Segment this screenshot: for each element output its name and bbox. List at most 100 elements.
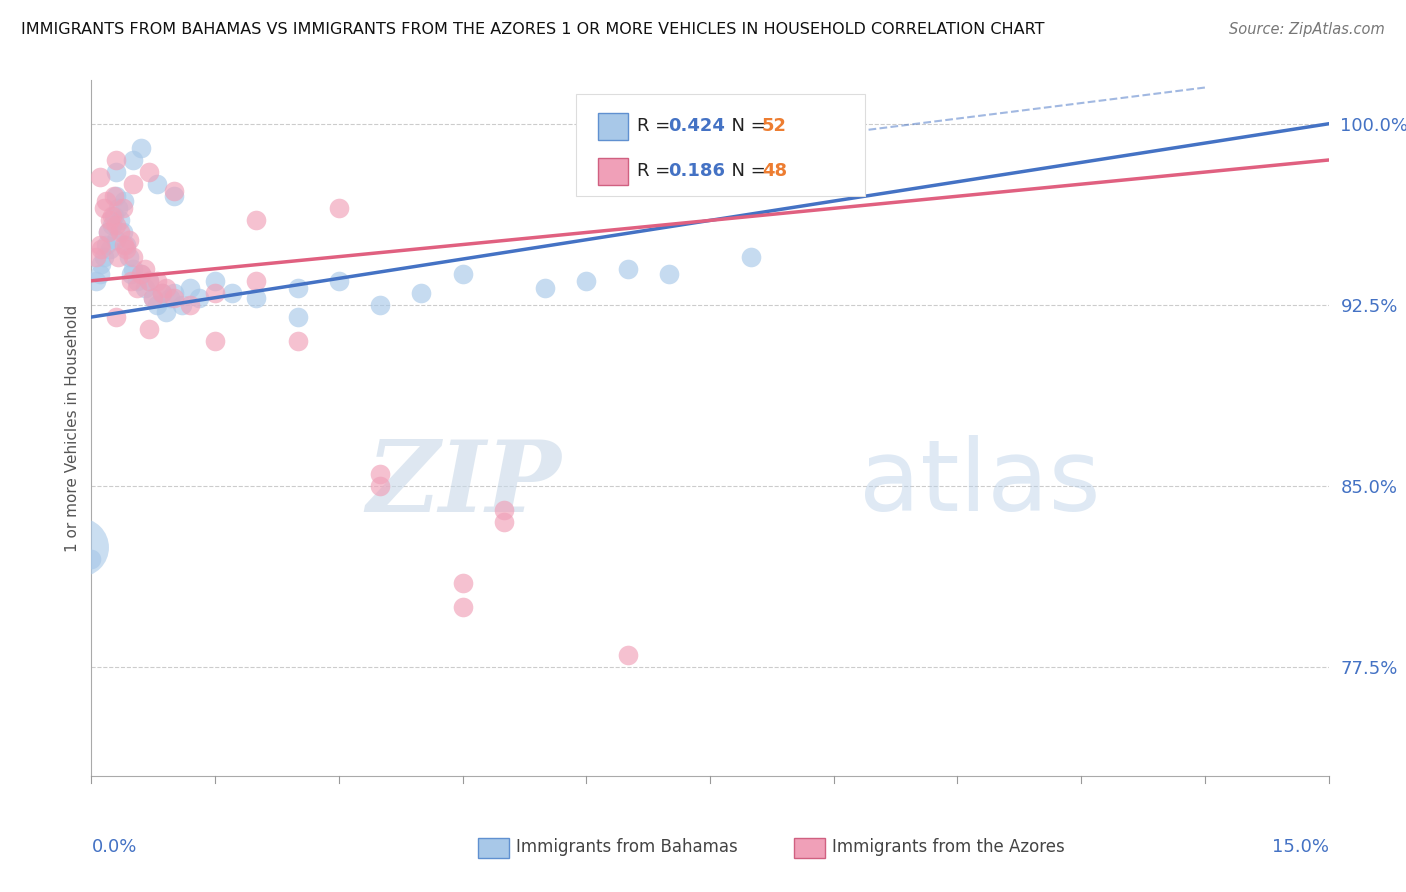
Text: N =: N = (720, 162, 772, 180)
Point (150, 285, 173, 300)
Point (142, 291, 165, 305)
Point (84, 250, 107, 264)
Point (204, 274, 226, 288)
Point (115, 243, 138, 257)
Point (98, 213, 121, 227)
Point (616, 648, 638, 663)
Point (129, 141, 152, 155)
Point (172, 298, 194, 312)
Text: ZIP: ZIP (367, 435, 561, 532)
Point (150, 285, 173, 300)
Point (146, 177, 169, 191)
Point (111, 202, 134, 216)
Point (96, 194, 118, 208)
Point (179, 281, 201, 295)
Point (411, 285, 433, 300)
Point (105, 189, 128, 203)
Text: R =: R = (637, 117, 676, 136)
Text: 0.0%: 0.0% (91, 838, 136, 856)
Point (221, 285, 243, 300)
Point (146, 298, 169, 312)
Text: 52: 52 (762, 117, 787, 136)
Point (138, 165, 160, 179)
Point (368, 479, 391, 493)
Point (287, 310, 309, 324)
Point (101, 219, 124, 233)
Point (146, 274, 169, 288)
Point (117, 250, 139, 264)
Point (245, 213, 267, 227)
Point (368, 298, 391, 312)
Point (105, 233, 128, 247)
Point (575, 274, 598, 288)
Point (155, 305, 177, 319)
Point (98, 243, 121, 257)
Point (328, 202, 350, 216)
Point (110, 226, 132, 240)
Point (179, 298, 201, 312)
Point (121, 250, 143, 264)
Point (451, 599, 474, 614)
Point (125, 281, 148, 295)
Point (492, 516, 515, 530)
Point (90, 243, 112, 257)
Point (245, 274, 267, 288)
Point (89, 237, 111, 252)
Point (163, 185, 186, 199)
Point (93, 250, 115, 264)
Point (107, 250, 129, 264)
Text: R =: R = (637, 162, 676, 180)
Point (155, 281, 177, 295)
Point (138, 322, 160, 336)
Point (368, 467, 391, 481)
Point (97, 226, 120, 240)
Text: Immigrants from Bahamas: Immigrants from Bahamas (516, 838, 738, 856)
Point (142, 291, 165, 305)
Point (105, 153, 128, 167)
Point (187, 291, 209, 305)
Point (105, 219, 128, 233)
Point (138, 274, 160, 288)
Point (120, 274, 142, 288)
Point (163, 285, 186, 300)
Point (129, 267, 152, 281)
Text: 0.186: 0.186 (668, 162, 725, 180)
Point (204, 334, 226, 349)
Point (90, 257, 112, 271)
Point (287, 281, 309, 295)
Point (115, 237, 138, 252)
Point (97, 226, 120, 240)
Point (110, 213, 132, 227)
Point (534, 281, 557, 295)
Point (159, 291, 181, 305)
Point (111, 226, 134, 240)
Point (740, 250, 762, 264)
Point (112, 194, 135, 208)
Point (101, 209, 124, 223)
Point (163, 189, 186, 203)
Point (80, 551, 103, 566)
Text: IMMIGRANTS FROM BAHAMAS VS IMMIGRANTS FROM THE AZORES 1 OR MORE VEHICLES IN HOUS: IMMIGRANTS FROM BAHAMAS VS IMMIGRANTS FR… (21, 22, 1045, 37)
Point (163, 291, 186, 305)
Point (129, 267, 152, 281)
Text: N =: N = (720, 117, 772, 136)
Point (121, 153, 143, 167)
Text: 0.424: 0.424 (668, 117, 724, 136)
Point (120, 267, 142, 281)
Point (112, 237, 135, 252)
Text: Source: ZipAtlas.com: Source: ZipAtlas.com (1229, 22, 1385, 37)
Point (105, 165, 128, 179)
Point (245, 291, 267, 305)
Point (138, 274, 160, 288)
Text: 48: 48 (762, 162, 787, 180)
Text: atlas: atlas (859, 435, 1099, 533)
Point (204, 285, 226, 300)
Point (134, 261, 156, 276)
Point (328, 274, 350, 288)
Point (616, 261, 638, 276)
Text: 15.0%: 15.0% (1271, 838, 1329, 856)
Point (117, 233, 139, 247)
Point (287, 334, 309, 349)
Point (105, 310, 128, 324)
Point (658, 267, 681, 281)
